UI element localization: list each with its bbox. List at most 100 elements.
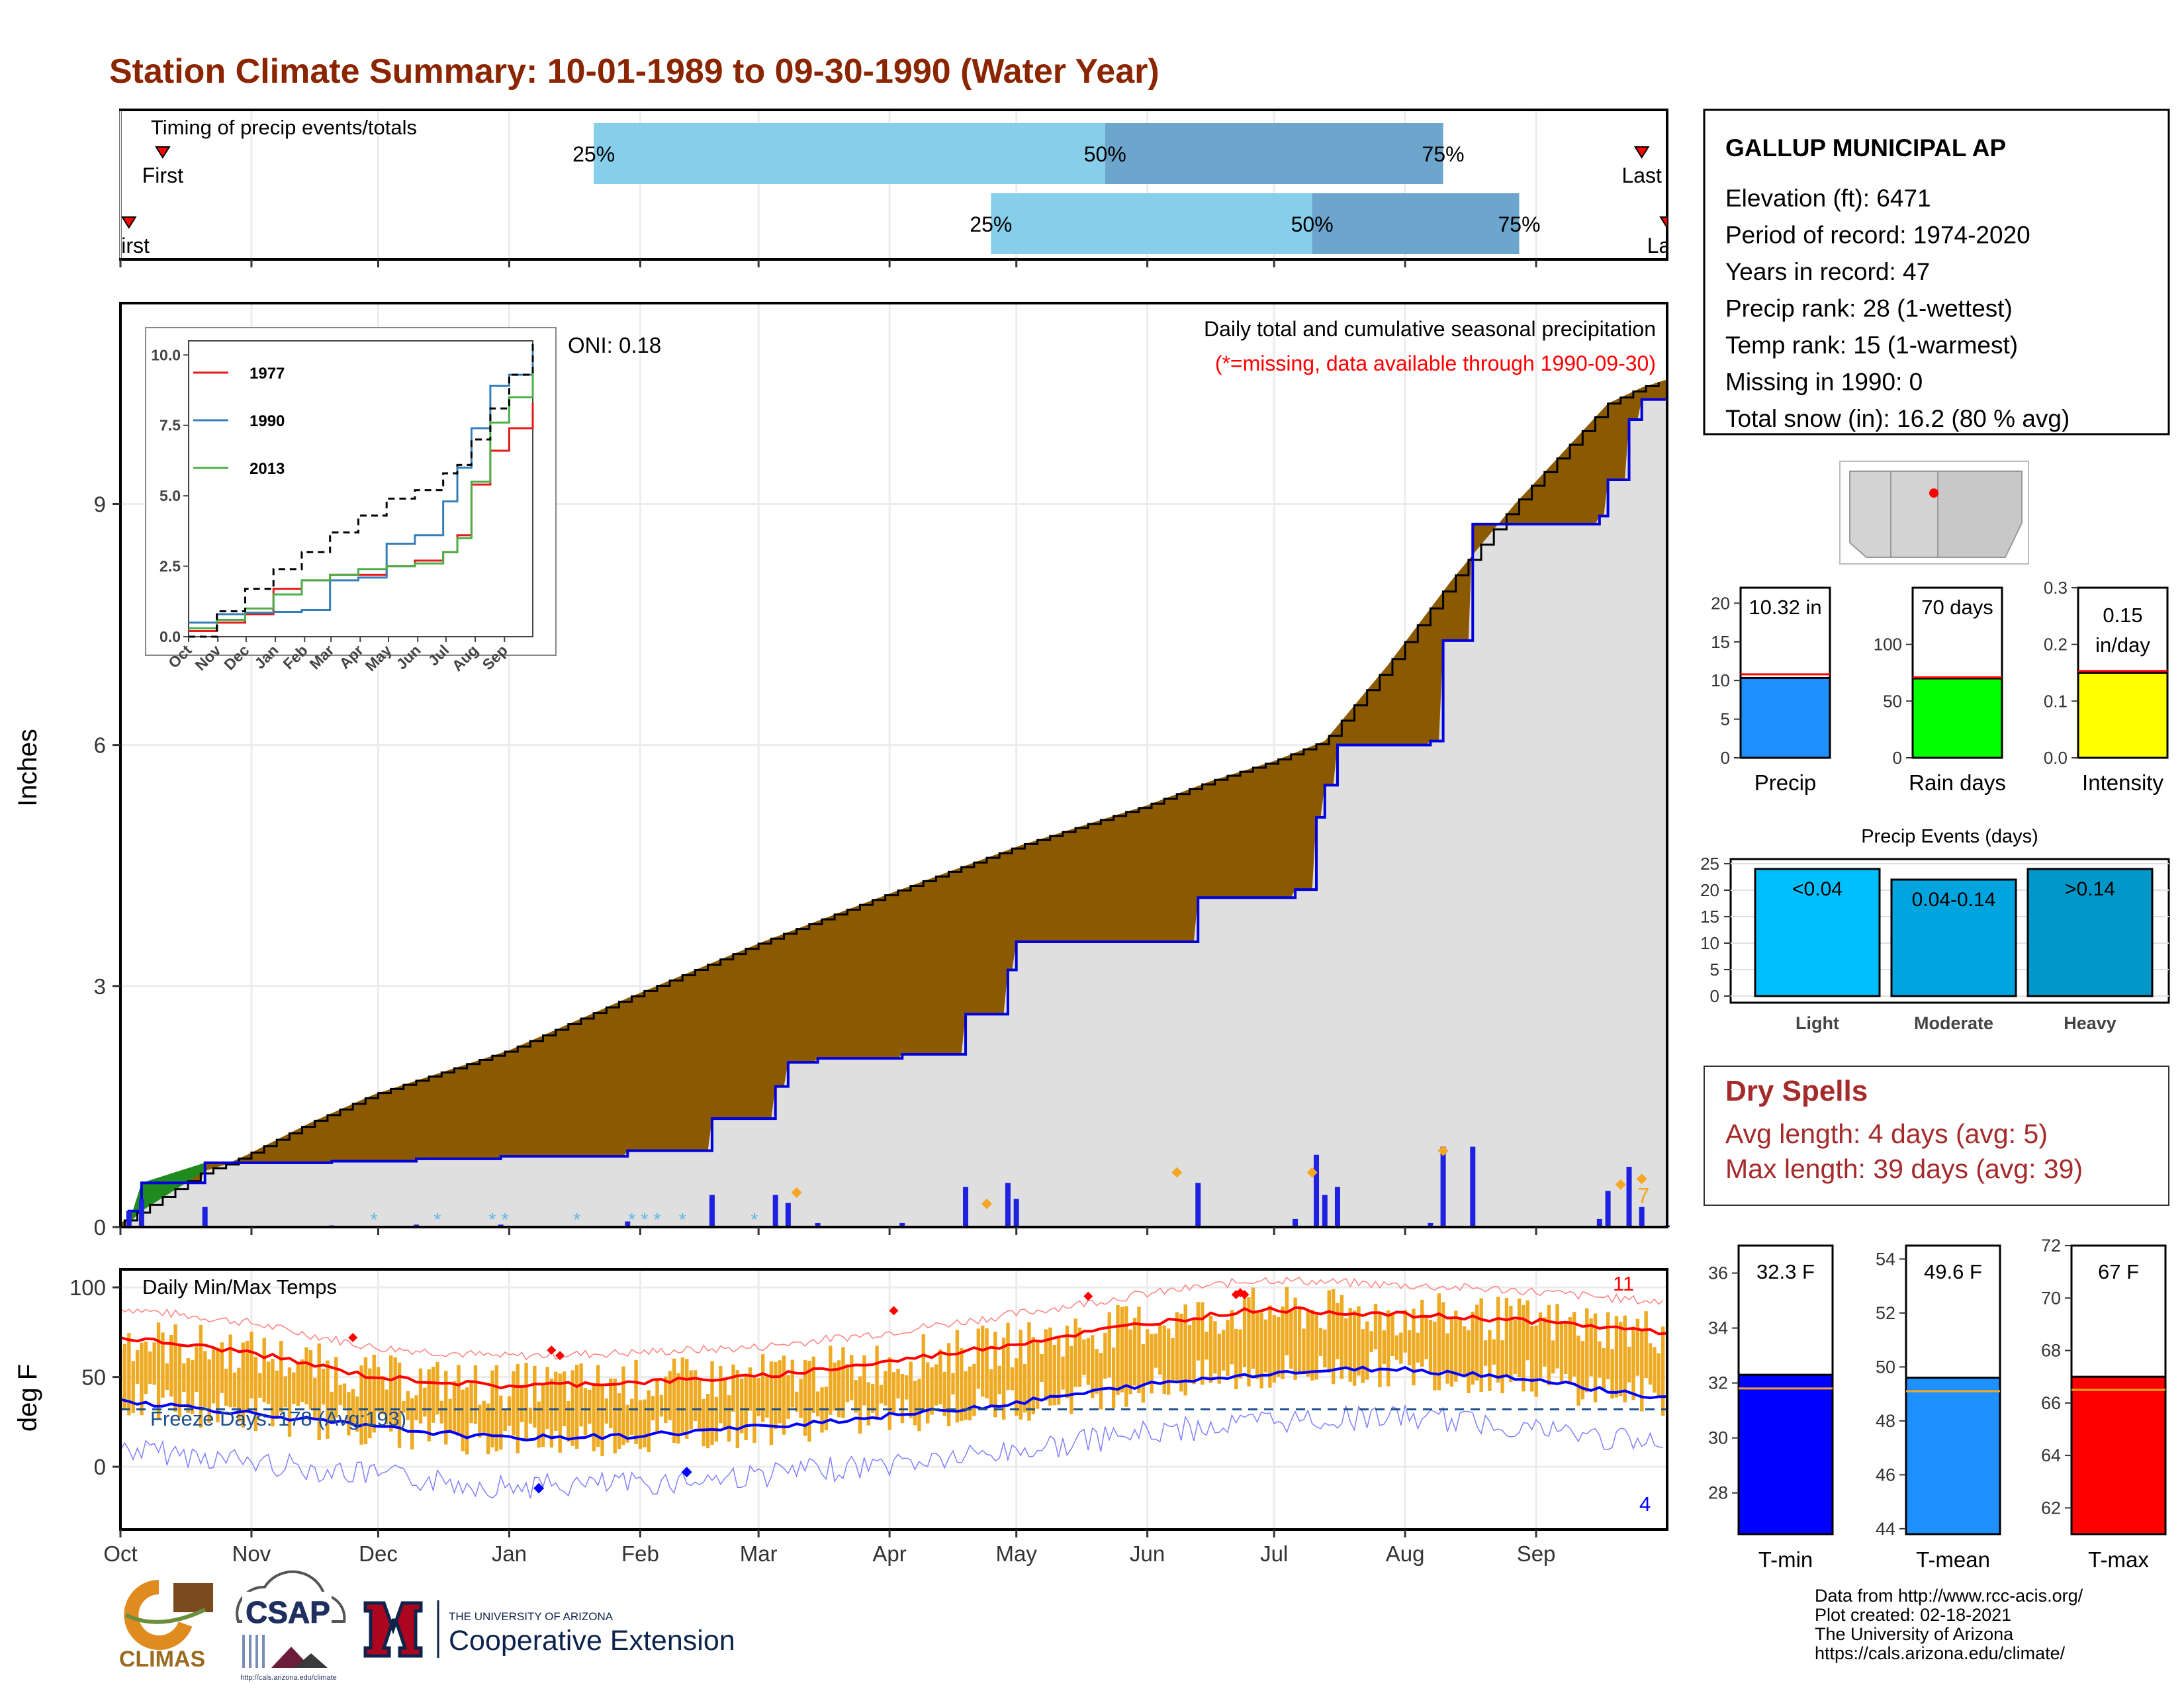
inset-y-tick-label: 0.0 [159, 628, 181, 645]
precip-header: Daily total and cumulative seasonal prec… [1204, 317, 1656, 341]
events-tick-label: 10 [1700, 933, 1719, 953]
summary-bar-label: Intensity [2082, 770, 2163, 795]
daily-temp-bar [1056, 1337, 1061, 1405]
summary-tick-label: 20 [1711, 593, 1730, 613]
daily-temp-bar [1504, 1298, 1509, 1377]
daily-temp-bar [148, 1351, 152, 1385]
daily-temp-bar [997, 1365, 1001, 1394]
daily-temp-bar [1208, 1316, 1213, 1383]
daily-temp-bar [1336, 1303, 1340, 1359]
daily-temp-bar [1394, 1335, 1399, 1360]
daily-temp-bar [913, 1381, 917, 1426]
daily-temp-bar [1281, 1306, 1285, 1379]
daily-temp-bar [152, 1342, 156, 1385]
daily-temp-bar [634, 1359, 638, 1444]
quartile-label-q75: 75% [1498, 212, 1540, 236]
daily-precip-bar [1293, 1218, 1298, 1227]
daily-temp-bar [507, 1396, 512, 1426]
temp-tick-label: 66 [2041, 1393, 2061, 1413]
daily-temp-bar [262, 1338, 266, 1402]
daily-temp-bar [1598, 1341, 1602, 1378]
month-label: Apr [872, 1541, 906, 1566]
daily-temp-bar [1006, 1322, 1010, 1391]
daily-temp-bar [829, 1346, 833, 1415]
daily-temp-bar [241, 1342, 245, 1428]
daily-precip-bar [963, 1187, 969, 1227]
daily-temp-bar [714, 1396, 719, 1442]
daily-temp-bar [896, 1369, 900, 1398]
daily-temp-bar [799, 1379, 803, 1418]
month-label: May [996, 1541, 1038, 1566]
daily-temp-bar [452, 1381, 457, 1432]
daily-temp-bar [224, 1368, 228, 1406]
daily-temp-bar [1653, 1347, 1657, 1393]
daily-temp-bar [372, 1354, 376, 1433]
daily-temp-bar [884, 1371, 887, 1406]
daily-temp-bar [1445, 1333, 1449, 1384]
temp-value-label: 67 F [2098, 1260, 2139, 1283]
summary-tick-label: 10 [1711, 670, 1730, 690]
daily-temp-bar [418, 1368, 423, 1424]
record-low-marker [681, 1467, 692, 1478]
daily-temp-bar [494, 1365, 499, 1452]
temp-tick-label: 34 [1708, 1318, 1728, 1338]
daily-temp-bar [122, 1344, 127, 1410]
daily-temp-bar [1661, 1326, 1665, 1416]
temp-tick-label: 44 [1876, 1519, 1895, 1539]
timing-row-label: 1990 [59, 212, 107, 236]
daily-precip-bar [1626, 1166, 1632, 1227]
daily-temp-bar [744, 1373, 748, 1440]
daily-temp-bar [845, 1363, 850, 1402]
daily-temp-bar [1365, 1321, 1369, 1380]
daily-temp-bar [1162, 1325, 1166, 1394]
first-event-marker [155, 146, 171, 159]
daily-temp-bar [680, 1357, 685, 1434]
daily-temp-bar [917, 1379, 921, 1432]
daily-temp-bar [1593, 1313, 1598, 1402]
daily-temp-bar [1357, 1306, 1361, 1376]
daily-temp-bar [207, 1359, 211, 1424]
temp-tick-label: 52 [1876, 1303, 1895, 1323]
daily-temp-bar [807, 1361, 811, 1442]
daily-temp-bar [283, 1376, 287, 1408]
daily-temp-bar [905, 1375, 909, 1400]
daily-temp-bar [1534, 1325, 1538, 1397]
daily-temp-bar [1399, 1332, 1403, 1364]
daily-temp-bar [1082, 1339, 1086, 1375]
daily-temp-bar [815, 1391, 820, 1417]
temp-bar-value [1737, 1373, 1834, 1535]
daily-temp-bar [216, 1348, 220, 1423]
daily-temp-bar [296, 1363, 300, 1406]
station-info-line: Years in record: 47 [1725, 258, 1930, 285]
daily-temp-bar [195, 1346, 199, 1393]
daily-temp-bar [1513, 1320, 1517, 1374]
heavy-event-marker [1615, 1179, 1626, 1190]
summary-bars: 0 5 10 15 20 10.32 in Precip 0 50 100 70 days Rain … [1711, 578, 2169, 795]
daily-temp-bar [1424, 1316, 1428, 1359]
daily-temp-bar [512, 1371, 516, 1436]
daily-temp-bar [719, 1365, 723, 1424]
summary-bar-label: Precip [1754, 770, 1817, 795]
daily-temp-bar [1217, 1333, 1221, 1384]
daily-temp-bar [1077, 1327, 1082, 1387]
daily-temp-bar [900, 1374, 905, 1424]
daily-temp-bar [533, 1365, 537, 1428]
daily-temp-bar [643, 1399, 647, 1447]
daily-temp-bar [1276, 1316, 1281, 1377]
y-tick-label: 6 [94, 733, 106, 758]
daily-temp-bar [161, 1332, 165, 1398]
events-bar-heavy [2026, 868, 2154, 997]
daily-temp-bar [131, 1361, 135, 1413]
daily-temp-bar [1483, 1340, 1488, 1366]
daily-temp-bar [1158, 1326, 1162, 1375]
daily-temp-bar [748, 1367, 752, 1411]
snow-marker: * [679, 1209, 686, 1230]
daily-temp-bar [925, 1362, 930, 1424]
temp-tick-label: 50 [1876, 1357, 1895, 1377]
inset-y-tick-label: 2.5 [159, 558, 181, 575]
daily-precip-bar [709, 1195, 715, 1227]
events-bar-tag: <0.04 [1792, 878, 1843, 900]
month-label: Sep [1517, 1541, 1556, 1566]
daily-temp-bar [1035, 1340, 1040, 1409]
daily-temp-bar [220, 1342, 224, 1393]
